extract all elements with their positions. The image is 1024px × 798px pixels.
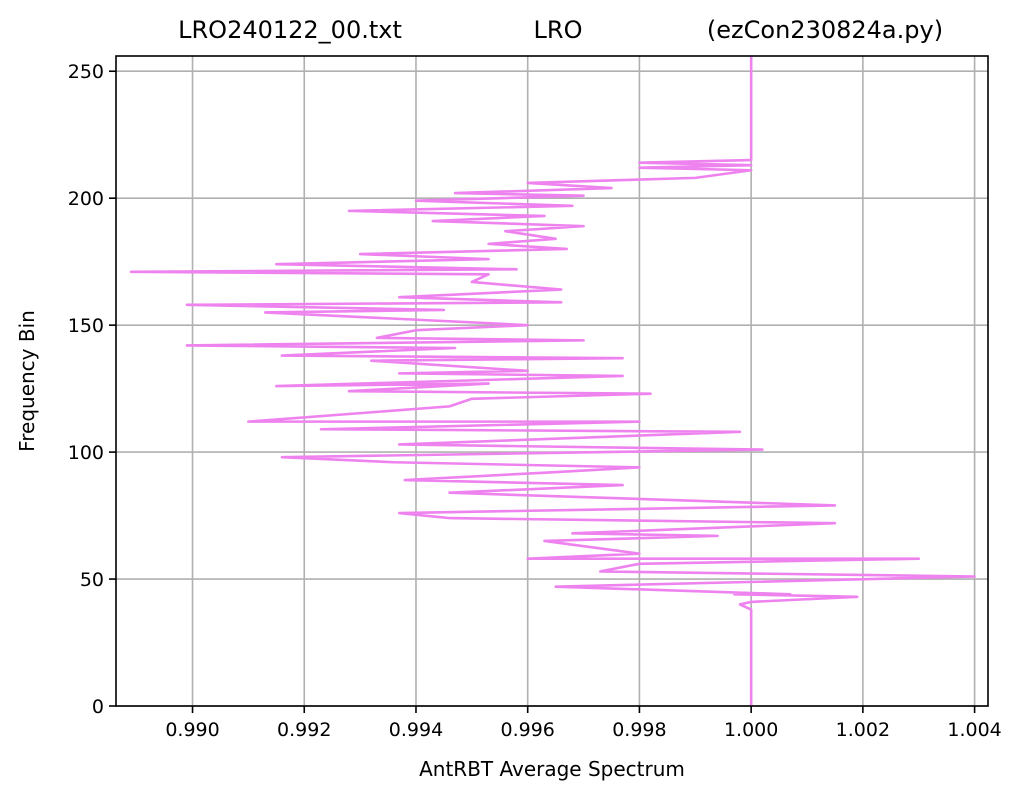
y-tick-label: 200 [68,188,104,210]
x-tick-label: 1.004 [947,719,1001,741]
y-tick-label: 0 [92,696,104,718]
plot-frame [115,55,989,707]
x-tick-label: 0.992 [277,719,331,741]
x-axis-label: AntRBT Average Spectrum [419,757,685,781]
y-tick-label: 150 [68,315,104,337]
x-tick-label: 1.000 [724,719,778,741]
y-tick-label: 250 [68,61,104,83]
y-tick-label: 100 [68,442,104,464]
x-tick-label: 0.996 [500,719,554,741]
spectrum-line [129,56,976,706]
x-tick-label: 0.998 [612,719,666,741]
x-tick-label: 1.002 [836,719,890,741]
y-axis-label: Frequency Bin [15,310,39,452]
grid [116,56,988,707]
chart-title-left: LRO240122_00.txt [178,16,402,44]
y-tick-label: 50 [80,569,104,591]
chart-title-center: LRO [534,16,583,44]
x-ticks: 0.990 0.992 0.994 0.996 0.998 1.000 1.002 1.004 [165,706,1002,741]
x-tick-label: 0.994 [389,719,443,741]
x-tick-label: 0.990 [165,719,219,741]
chart-title-right: (ezCon230824a.py) [707,16,943,44]
y-ticks: 0 50 100 150 200 250 [68,61,116,718]
